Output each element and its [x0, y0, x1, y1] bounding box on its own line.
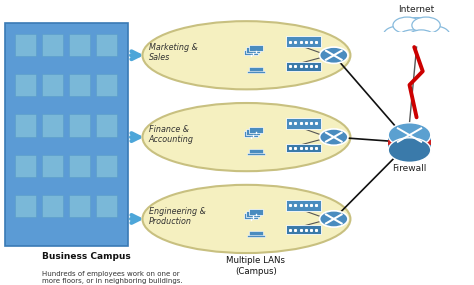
FancyBboxPatch shape: [244, 213, 258, 219]
FancyBboxPatch shape: [244, 131, 258, 137]
FancyBboxPatch shape: [42, 154, 63, 177]
FancyBboxPatch shape: [5, 23, 128, 246]
FancyBboxPatch shape: [96, 195, 117, 217]
Circle shape: [319, 47, 348, 64]
FancyBboxPatch shape: [247, 71, 264, 73]
Text: Business Campus: Business Campus: [42, 252, 131, 261]
FancyBboxPatch shape: [69, 74, 90, 96]
Circle shape: [412, 17, 440, 33]
FancyBboxPatch shape: [246, 129, 260, 135]
Ellipse shape: [143, 103, 350, 171]
FancyBboxPatch shape: [15, 114, 36, 137]
FancyBboxPatch shape: [249, 209, 263, 215]
Circle shape: [383, 26, 414, 44]
Circle shape: [399, 30, 425, 45]
FancyBboxPatch shape: [286, 225, 320, 234]
Circle shape: [393, 17, 421, 33]
FancyBboxPatch shape: [15, 195, 36, 217]
FancyBboxPatch shape: [374, 32, 459, 46]
FancyBboxPatch shape: [249, 67, 263, 72]
FancyBboxPatch shape: [69, 154, 90, 177]
FancyBboxPatch shape: [286, 62, 320, 70]
FancyBboxPatch shape: [96, 154, 117, 177]
Text: Firewall: Firewall: [392, 164, 427, 173]
FancyBboxPatch shape: [388, 135, 431, 150]
FancyBboxPatch shape: [247, 153, 264, 155]
Circle shape: [319, 129, 348, 145]
FancyBboxPatch shape: [249, 231, 263, 236]
Circle shape: [388, 138, 431, 162]
FancyBboxPatch shape: [96, 114, 117, 137]
Text: Multiple LANs
(Campus): Multiple LANs (Campus): [227, 256, 285, 276]
FancyBboxPatch shape: [286, 144, 320, 152]
Text: Marketing &
Sales: Marketing & Sales: [149, 43, 198, 62]
Ellipse shape: [143, 21, 350, 89]
FancyBboxPatch shape: [249, 45, 263, 51]
FancyBboxPatch shape: [249, 127, 263, 133]
FancyBboxPatch shape: [15, 34, 36, 56]
FancyBboxPatch shape: [246, 47, 260, 53]
Text: Internet: Internet: [399, 5, 435, 14]
Text: Finance &
Accounting: Finance & Accounting: [149, 125, 194, 144]
FancyBboxPatch shape: [42, 74, 63, 96]
Circle shape: [319, 211, 348, 227]
FancyBboxPatch shape: [96, 74, 117, 96]
FancyBboxPatch shape: [15, 154, 36, 177]
FancyBboxPatch shape: [286, 118, 320, 129]
FancyBboxPatch shape: [69, 34, 90, 56]
FancyBboxPatch shape: [247, 235, 264, 237]
FancyBboxPatch shape: [69, 195, 90, 217]
Text: Hundreds of employees work on one or
more floors, or in neighboring buildings.: Hundreds of employees work on one or mor…: [42, 271, 183, 284]
FancyBboxPatch shape: [286, 200, 320, 211]
FancyBboxPatch shape: [42, 114, 63, 137]
FancyBboxPatch shape: [15, 74, 36, 96]
Circle shape: [419, 26, 450, 44]
FancyBboxPatch shape: [42, 195, 63, 217]
FancyBboxPatch shape: [69, 114, 90, 137]
Circle shape: [408, 30, 435, 45]
FancyBboxPatch shape: [249, 149, 263, 154]
Circle shape: [388, 123, 431, 147]
FancyBboxPatch shape: [96, 34, 117, 56]
FancyBboxPatch shape: [246, 211, 260, 217]
Circle shape: [394, 18, 439, 44]
FancyBboxPatch shape: [244, 50, 258, 56]
FancyBboxPatch shape: [388, 140, 431, 145]
FancyBboxPatch shape: [286, 36, 320, 47]
Ellipse shape: [143, 185, 350, 253]
FancyBboxPatch shape: [42, 34, 63, 56]
Text: Engineering &
Production: Engineering & Production: [149, 207, 206, 226]
